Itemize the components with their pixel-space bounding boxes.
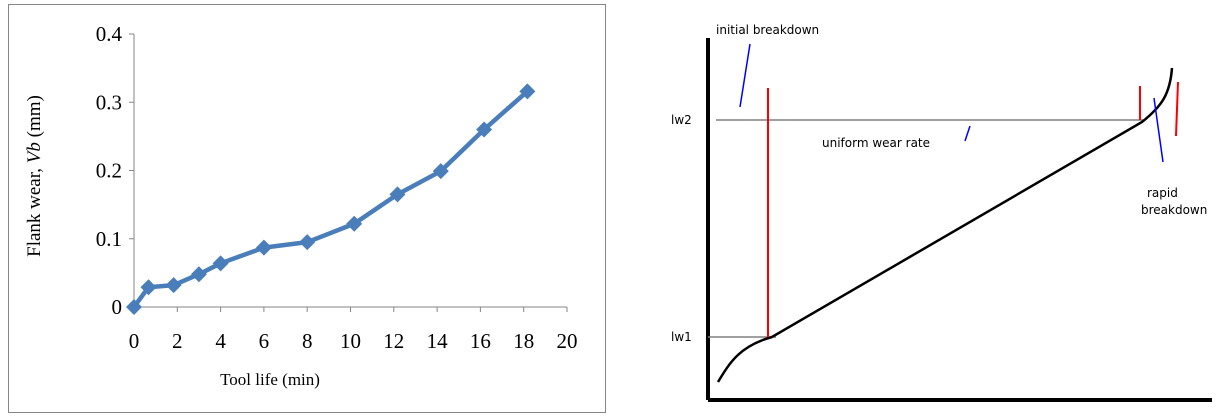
y-tick-group: 0 0.1 0.2 0.3 0.4 — [96, 22, 134, 319]
x-tick-label: 10 — [340, 329, 361, 353]
flank-wear-chart-panel: 0 2 4 6 8 10 12 14 16 18 20 0 0.1 0.2 0.3 0.4 Tool lif… — [8, 4, 606, 413]
data-point — [212, 255, 229, 272]
x-tick-label: 16 — [470, 329, 491, 353]
lw1-label: lw1 — [671, 330, 692, 344]
data-point — [476, 121, 493, 138]
initial-breakdown-pointer — [739, 43, 751, 108]
x-tick-label: 0 — [129, 329, 140, 353]
lw2-label: lw2 — [671, 113, 692, 127]
wear-phases-svg: initial breakdown uniform wear rate rapi… — [671, 23, 1212, 402]
data-point — [255, 239, 272, 256]
x-tick-label: 2 — [172, 329, 183, 353]
x-tick-label: 12 — [383, 329, 404, 353]
x-tick-label: 20 — [557, 329, 578, 353]
series-group — [126, 83, 536, 315]
wear-phases-diagram: initial breakdown uniform wear rate rapi… — [660, 10, 1220, 415]
breakdown-label: breakdown — [1141, 203, 1207, 217]
x-tick-label: 18 — [513, 329, 534, 353]
rapid-label: rapid — [1147, 186, 1178, 200]
chart-border — [8, 4, 606, 413]
uniform-wear-label: uniform wear rate — [822, 136, 930, 150]
data-point — [126, 299, 142, 315]
rapid-breakdown-pointer — [1153, 97, 1164, 163]
data-point — [432, 163, 449, 180]
wear-curve — [716, 67, 1174, 383]
data-point — [190, 266, 207, 283]
data-point — [389, 186, 406, 203]
y-tick-label: 0.2 — [96, 159, 122, 183]
data-point — [346, 215, 363, 232]
y-tick-label: 0 — [112, 295, 123, 319]
uniform-wear-pointer — [964, 125, 971, 142]
x-tick-label: 6 — [259, 329, 270, 353]
data-point — [140, 279, 157, 296]
x-tick-label: 14 — [427, 329, 449, 353]
x-tick-label: 8 — [302, 329, 313, 353]
data-point — [299, 234, 316, 251]
rapid-phase-marker-right — [1175, 81, 1179, 137]
x-tick-group: 0 2 4 6 8 10 12 14 16 18 20 — [129, 307, 578, 353]
initial-breakdown-label: initial breakdown — [716, 23, 819, 37]
data-point — [519, 83, 536, 100]
x-axis-label: Tool life (min) — [220, 370, 320, 389]
data-point — [165, 277, 182, 294]
y-tick-label: 0.1 — [96, 227, 122, 251]
x-tick-label: 4 — [215, 329, 226, 353]
y-axis-label: Flank wear, Vb (mm) — [24, 95, 45, 257]
y-tick-label: 0.4 — [96, 22, 123, 46]
flank-wear-chart: 0 2 4 6 8 10 12 14 16 18 20 0 0.1 0.2 0.3 0.4 Tool lif… — [8, 4, 606, 413]
y-tick-label: 0.3 — [96, 90, 122, 114]
